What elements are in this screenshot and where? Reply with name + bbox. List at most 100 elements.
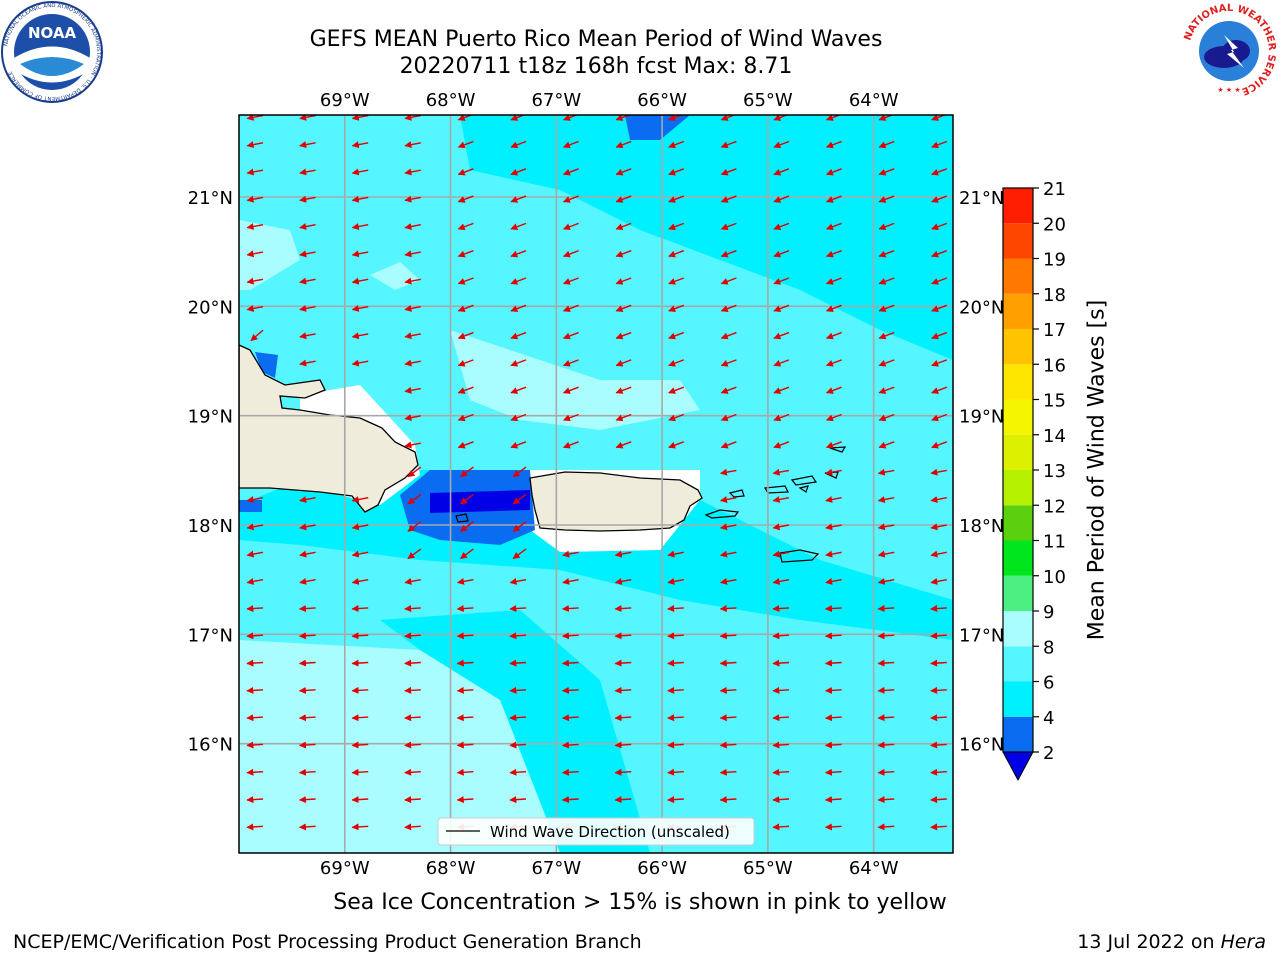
colorbar-tick-label: 21 (1043, 179, 1066, 200)
wind-wave-arrow (825, 250, 842, 258)
wind-wave-arrow (931, 386, 948, 394)
wind-wave-arrow (930, 659, 947, 667)
colorbar-tick-label: 20 (1043, 214, 1066, 235)
wind-wave-arrow (878, 168, 895, 176)
colorbar-tick-label: 19 (1043, 250, 1066, 271)
wind-wave-arrow (510, 386, 527, 394)
wind-wave-arrow (668, 359, 685, 367)
longitude-label: 64°W (849, 90, 899, 111)
wind-wave-arrow (720, 140, 737, 149)
wind-wave-arrow (561, 686, 579, 694)
wind-wave-arrow (614, 577, 632, 585)
wind-wave-arrow (719, 686, 737, 694)
wind-wave-arrow (877, 659, 895, 667)
wind-wave-arrow (720, 386, 737, 394)
wind-wave-arrow (667, 796, 684, 804)
wind-wave-arrow (719, 768, 737, 776)
wind-wave-arrow (720, 195, 737, 203)
wind-wave-arrow (250, 329, 264, 342)
wind-wave-arrow (668, 140, 685, 149)
colorbar-tick-label: 2 (1043, 743, 1054, 764)
wind-wave-arrow (562, 577, 579, 585)
wind-wave-arrow (772, 714, 790, 722)
wind-wave-arrow (930, 768, 947, 776)
colorbar-bin (1003, 646, 1033, 682)
wind-wave-arrow (877, 686, 895, 694)
wind-wave-arrow (246, 768, 264, 776)
wind-wave-arrow (404, 605, 421, 612)
wind-wave-arrow (404, 577, 421, 585)
wind-wave-arrow (510, 331, 527, 340)
wind-wave-arrow (246, 686, 264, 694)
wind-wave-arrow (562, 359, 579, 367)
wind-wave-arrow (615, 277, 632, 285)
wind-wave-arrow (246, 168, 264, 176)
wind-wave-arrow (825, 195, 842, 203)
wind-wave-arrow (456, 577, 474, 585)
wind-wave-arrow (299, 168, 316, 176)
wave-period-field-4-6-north (460, 115, 953, 360)
wind-wave-arrow (407, 521, 422, 532)
wind-wave-arrow (667, 605, 684, 612)
wind-wave-arrow (299, 195, 316, 203)
wind-wave-arrow (824, 768, 842, 776)
wind-wave-arrows (246, 115, 948, 831)
wind-wave-arrow (404, 796, 421, 804)
wind-wave-arrow (404, 195, 421, 203)
wind-wave-arrow (773, 386, 790, 394)
colorbar-bin (1003, 364, 1033, 400)
wind-wave-arrow (773, 304, 790, 312)
wind-wave-arrow (351, 741, 369, 749)
wind-wave-arrow (404, 141, 421, 149)
wind-wave-arrow (615, 359, 632, 367)
colorbar-bin (1003, 434, 1033, 470)
colorbar-bin (1003, 188, 1033, 224)
wind-wave-arrow (562, 441, 579, 449)
wind-wave-arrow (246, 659, 264, 667)
colorbar-under-extension (1002, 751, 1034, 782)
wind-wave-arrow (614, 632, 632, 640)
wind-wave-arrow (509, 632, 527, 640)
wind-wave-arrow (615, 304, 632, 312)
wind-wave-arrow (772, 768, 790, 776)
latitude-label: 21°N (188, 188, 233, 209)
wind-wave-arrow (615, 413, 632, 422)
wind-wave-arrow (720, 250, 737, 258)
chart-subtitle: 20220711 t18z 168h fcst Max: 8.71 (399, 54, 793, 79)
wave-period-field-4-6-south (380, 610, 650, 853)
sea-ice-note: Sea Ice Concentration > 15% is shown in … (333, 890, 947, 915)
wind-wave-arrow (878, 195, 895, 203)
wind-wave-arrow (720, 277, 737, 285)
wind-wave-arrow (824, 714, 842, 722)
wind-wave-arrow (456, 796, 474, 804)
map-field (239, 115, 953, 853)
map-frame (238, 114, 954, 854)
wind-wave-arrow (824, 796, 842, 804)
colorbar-tick-label: 4 (1043, 708, 1054, 729)
wind-wave-arrow (615, 331, 632, 340)
colorbar-tick-label: 8 (1043, 637, 1054, 658)
footer-host: Hera (1220, 931, 1266, 953)
wind-wave-arrow (457, 195, 474, 203)
wind-wave-arrow (298, 605, 316, 612)
wind-wave-arrow (719, 523, 737, 531)
wind-wave-arrow (667, 550, 684, 558)
wave-period-field-2-4-west (239, 500, 262, 512)
wind-wave-arrow (614, 605, 632, 612)
st-croix-island (779, 549, 820, 563)
wind-wave-arrow (772, 796, 790, 804)
colorbar-tick-label: 17 (1043, 320, 1066, 341)
wind-wave-arrow (246, 115, 264, 121)
wind-wave-arrow (878, 413, 895, 422)
wind-wave-arrow (614, 768, 632, 776)
wind-wave-arrow (719, 632, 737, 640)
wind-wave-arrow (351, 823, 369, 831)
wind-wave-arrow (931, 140, 948, 149)
wind-wave-arrow (562, 168, 579, 176)
wind-wave-arrow (460, 521, 474, 532)
latitude-label: 20°N (959, 297, 1004, 318)
wind-wave-arrow (931, 359, 948, 367)
wind-wave-arrow (773, 277, 790, 285)
wind-wave-arrow (720, 413, 737, 422)
wind-wave-arrow (351, 332, 369, 340)
